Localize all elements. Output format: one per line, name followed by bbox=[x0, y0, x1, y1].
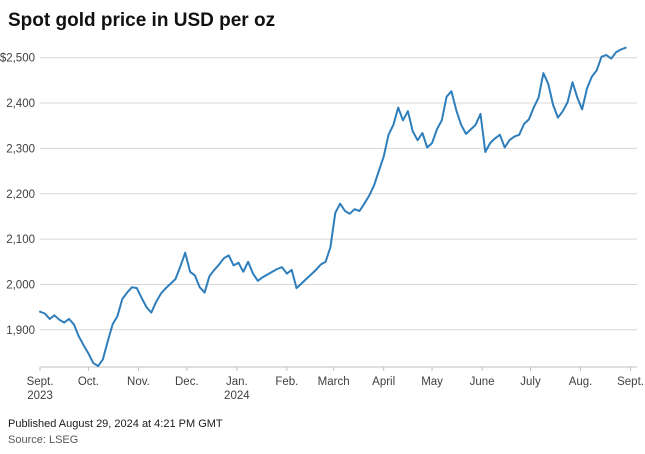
x-tick-label: Sept. bbox=[617, 376, 644, 388]
gold-price-line bbox=[39, 46, 627, 367]
y-tick-label: 2,000 bbox=[6, 279, 35, 291]
x-tick-label: Aug. bbox=[569, 376, 593, 388]
x-tick-sublabel: 2023 bbox=[27, 390, 53, 402]
x-tick-label: April bbox=[372, 376, 395, 388]
y-tick-label: 2,200 bbox=[6, 189, 35, 201]
x-tick-label: Feb. bbox=[275, 376, 298, 388]
source-attribution: Source: LSEG bbox=[8, 433, 79, 446]
x-tick-label: Dec. bbox=[175, 376, 199, 388]
x-tick-label: Sept. bbox=[27, 376, 54, 388]
x-tick-sublabel: 2024 bbox=[224, 390, 250, 402]
y-tick-label: 2,300 bbox=[6, 143, 35, 155]
chart-title: Spot gold price in USD per oz bbox=[8, 10, 276, 31]
x-tick-label: July bbox=[520, 376, 541, 388]
y-tick-label: 2,100 bbox=[6, 234, 35, 246]
y-tick-label: 2,400 bbox=[6, 98, 35, 110]
published-timestamp: Published August 29, 2024 at 4:21 PM GMT bbox=[8, 417, 223, 430]
x-tick-label: Oct. bbox=[78, 376, 99, 388]
gold-price-chart: $2,500 2,400 2,300 2,200 2,100 2,000 1,900 Sept… bbox=[0, 46, 644, 402]
x-tick-label: June bbox=[470, 376, 495, 388]
x-tick-label: Jan. bbox=[226, 376, 248, 388]
x-tick-label: Nov. bbox=[127, 376, 150, 388]
y-tick-label: $2,500 bbox=[0, 52, 35, 64]
x-tick-label: March bbox=[318, 376, 350, 388]
x-tick-label: May bbox=[421, 376, 443, 388]
y-tick-label: 1,900 bbox=[6, 325, 35, 337]
chart-footer: Published August 29, 2024 at 4:21 PM GMT… bbox=[0, 406, 645, 446]
